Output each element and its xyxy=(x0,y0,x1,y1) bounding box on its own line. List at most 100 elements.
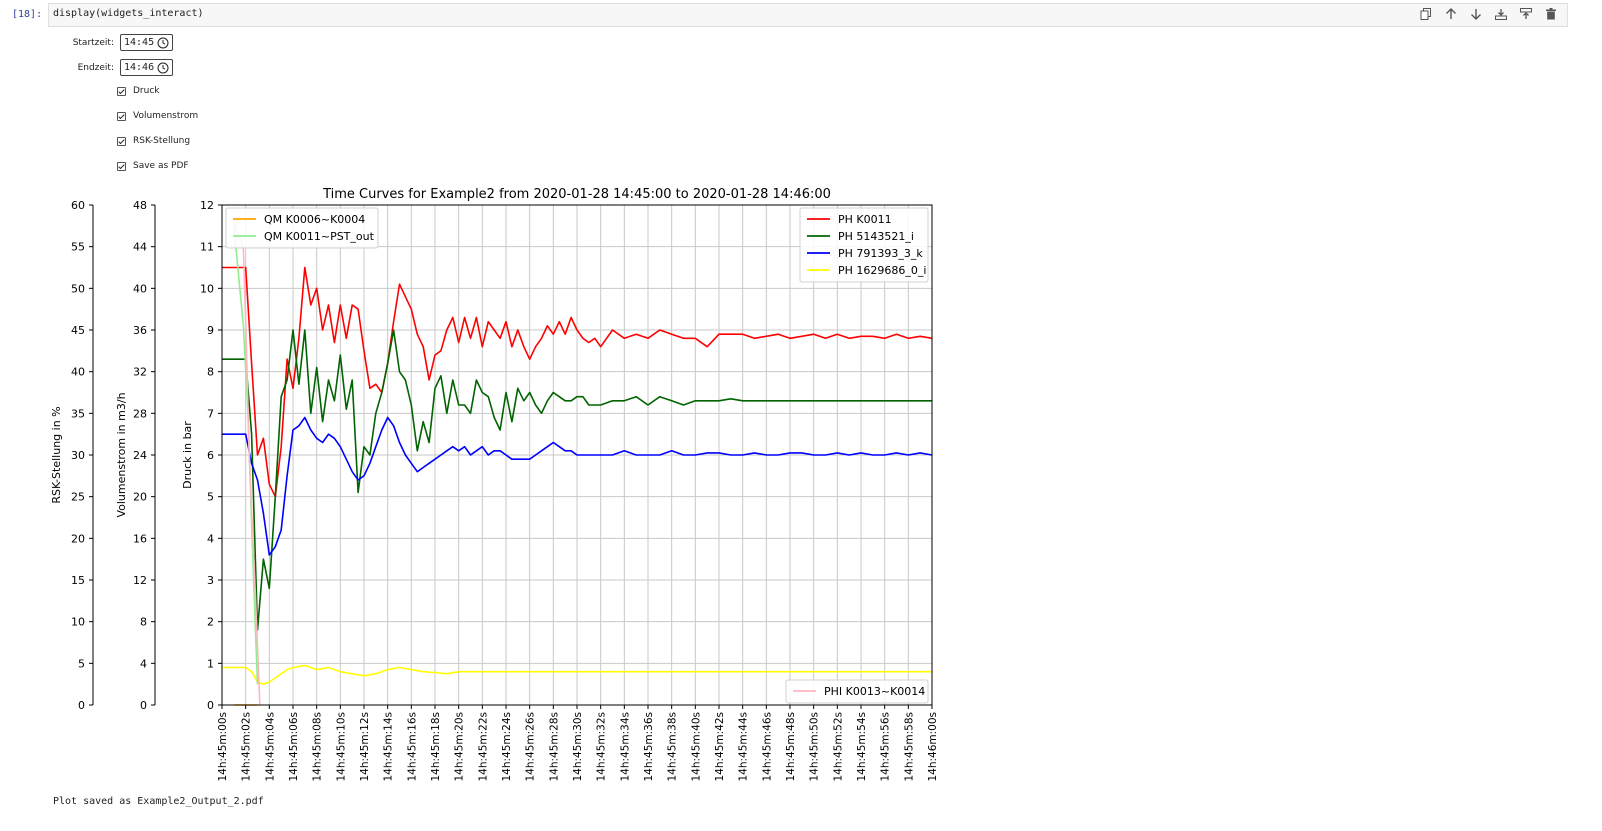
x-tick-label: 14h:45m:54s xyxy=(856,712,868,782)
y-tick-label: 16 xyxy=(133,532,147,545)
code-text[interactable]: display(widgets_interact) xyxy=(53,8,204,19)
y-tick-label: 32 xyxy=(133,366,147,379)
y-tick-label: 0 xyxy=(78,699,85,712)
y-tick-label: 10 xyxy=(200,282,214,295)
x-tick-label: 14h:45m:42s xyxy=(714,712,726,782)
y-tick-label: 20 xyxy=(133,491,147,504)
end-time-row: Endzeit: 14:46 xyxy=(52,59,173,76)
x-tick-label: 14h:45m:24s xyxy=(501,712,513,782)
checkbox-druck-label: Druck xyxy=(133,86,160,96)
y-tick-label: 36 xyxy=(133,324,147,337)
checkbox-pdf-label: Save as PDF xyxy=(133,161,189,171)
y-tick-label: 24 xyxy=(133,449,147,462)
move-down-icon[interactable] xyxy=(1468,6,1484,22)
y-tick-label: 7 xyxy=(207,407,214,420)
chart-title: Time Curves for Example2 from 2020-01-28… xyxy=(322,187,831,202)
y-tick-label: 45 xyxy=(71,324,85,337)
y-tick-label: 55 xyxy=(71,241,85,254)
y-tick-label: 8 xyxy=(140,616,147,629)
x-tick-label: 14h:45m:58s xyxy=(903,712,915,782)
y-tick-label: 1 xyxy=(207,657,214,670)
code-cell[interactable]: display(widgets_interact) xyxy=(48,3,1568,27)
start-time-row: Startzeit: 14:45 xyxy=(52,34,173,51)
y-tick-label: 4 xyxy=(140,657,147,670)
y-tick-label: 3 xyxy=(207,574,214,587)
x-tick-label: 14h:45m:08s xyxy=(312,712,324,782)
x-tick-label: 14h:45m:04s xyxy=(264,712,276,782)
delete-icon[interactable] xyxy=(1543,6,1559,22)
series-line-ph-1629686-0-i xyxy=(222,664,932,686)
x-tick-label: 14h:45m:44s xyxy=(738,712,750,782)
y-tick-label: 8 xyxy=(207,366,214,379)
y-tick-label: 10 xyxy=(71,616,85,629)
clock-icon[interactable] xyxy=(157,62,169,74)
x-tick-label: 14h:46m:00s xyxy=(927,712,939,782)
checkbox-druck-row[interactable]: Druck xyxy=(117,86,160,96)
series-line-ph-5143521-i xyxy=(222,329,932,631)
x-tick-label: 14h:45m:26s xyxy=(525,712,537,782)
x-tick-label: 14h:45m:22s xyxy=(477,712,489,782)
legend-box xyxy=(785,679,929,704)
legend-label: PH 791393_3_k xyxy=(838,247,923,260)
checkbox-rsk-label: RSK-Stellung xyxy=(133,136,191,146)
checkbox-rsk-row[interactable]: RSK-Stellung xyxy=(117,136,190,146)
start-time-input[interactable]: 14:45 xyxy=(120,34,173,51)
clock-icon[interactable] xyxy=(157,37,169,49)
y-tick-label: 5 xyxy=(207,491,214,504)
y-tick-label: 6 xyxy=(207,449,214,462)
y-tick-label: 2 xyxy=(207,616,214,629)
y-tick-label: 44 xyxy=(133,241,147,254)
checkbox-volumenstrom-label: Volumenstrom xyxy=(133,111,199,121)
legend-label: PH 1629686_0_i xyxy=(838,264,926,277)
legend-box xyxy=(225,207,379,249)
x-tick-label: 14h:45m:06s xyxy=(288,712,300,782)
x-tick-label: 14h:45m:34s xyxy=(619,712,631,782)
time-curves-chart: 14h:45m:00s 14h:45m:02s 14h:45m:04s 14h:45m… xyxy=(50,187,939,782)
x-tick-label: 14h:45m:46s xyxy=(761,712,773,782)
x-tick-label: 14h:45m:16s xyxy=(406,712,418,782)
checkbox-volumenstrom[interactable] xyxy=(117,111,126,121)
legend-label: QM K0006~K0004 xyxy=(264,213,365,226)
x-tick-label: 14h:45m:38s xyxy=(667,712,679,782)
copy-icon[interactable] xyxy=(1418,6,1434,22)
checkbox-volumenstrom-row[interactable]: Volumenstrom xyxy=(117,111,198,121)
insert-below-icon[interactable] xyxy=(1493,6,1509,22)
x-tick-label: 14h:45m:50s xyxy=(809,712,821,782)
checkbox-save-pdf[interactable] xyxy=(117,161,126,171)
checkbox-druck[interactable] xyxy=(117,86,126,96)
y-tick-label: 12 xyxy=(133,574,147,587)
y-tick-label: 0 xyxy=(207,699,214,712)
x-tick-label: 14h:45m:36s xyxy=(643,712,655,782)
y-tick-label: 4 xyxy=(207,532,214,545)
end-time-value: 14:46 xyxy=(124,62,155,73)
checkbox-rsk-stellung[interactable] xyxy=(117,136,126,146)
y-tick-label: 30 xyxy=(71,449,85,462)
y-tick-label: 35 xyxy=(71,407,85,420)
x-tick-label: 14h:45m:02s xyxy=(241,712,253,782)
checkbox-pdf-row[interactable]: Save as PDF xyxy=(117,161,189,171)
y-tick-label: 12 xyxy=(200,199,214,212)
start-time-value: 14:45 xyxy=(124,37,155,48)
x-tick-label: 14h:45m:56s xyxy=(880,712,892,782)
y-tick-label: 60 xyxy=(71,199,85,212)
y-tick-label: 9 xyxy=(207,324,214,337)
x-tick-label: 14h:45m:10s xyxy=(335,712,347,782)
y-tick-label: 40 xyxy=(71,366,85,379)
cell-prompt: [18]: xyxy=(12,9,43,20)
x-tick-label: 14h:45m:12s xyxy=(359,712,371,782)
start-time-label: Startzeit: xyxy=(72,37,114,48)
y-tick-label: 0 xyxy=(140,699,147,712)
y-tick-label: 40 xyxy=(133,282,147,295)
end-time-label: Endzeit: xyxy=(77,62,114,73)
x-tick-label: 14h:45m:40s xyxy=(690,712,702,782)
x-tick-label: 14h:45m:32s xyxy=(596,712,608,782)
insert-above-icon[interactable] xyxy=(1518,6,1534,22)
move-up-icon[interactable] xyxy=(1443,6,1459,22)
y-tick-label: 48 xyxy=(133,199,147,212)
y-tick-label: 20 xyxy=(71,532,85,545)
x-tick-label: 14h:45m:52s xyxy=(832,712,844,782)
y-tick-label: 50 xyxy=(71,282,85,295)
series-line-ph-k0011 xyxy=(222,266,933,498)
legend-label: PH K0011 xyxy=(838,213,892,226)
end-time-input[interactable]: 14:46 xyxy=(120,59,173,76)
